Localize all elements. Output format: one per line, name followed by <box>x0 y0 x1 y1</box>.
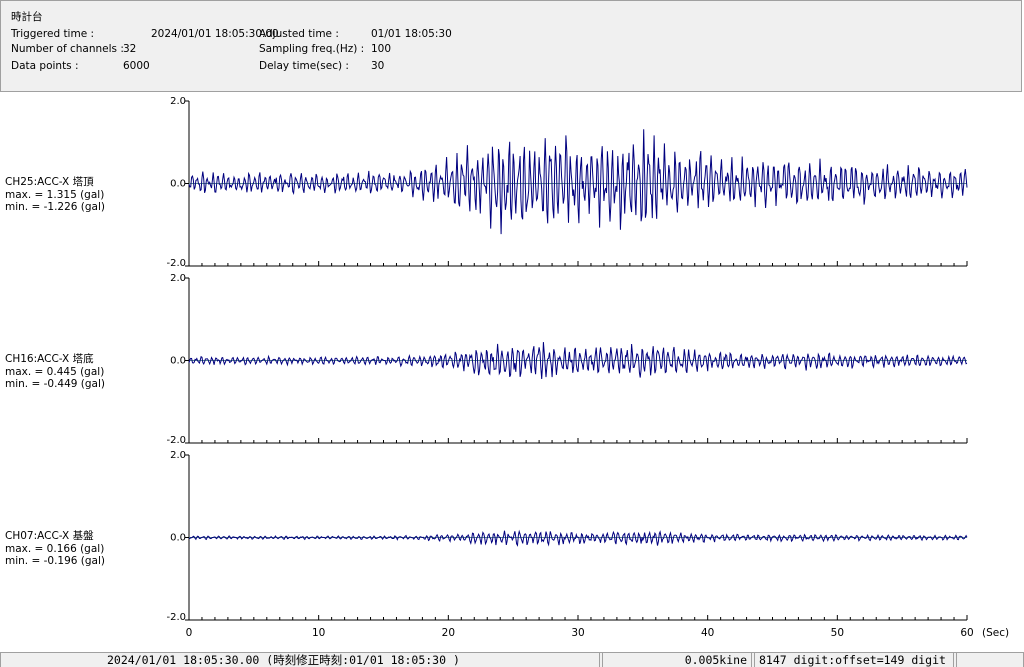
triggered-time-value: 2024/01/01 18:05:30.00 <box>151 28 279 40</box>
panel-1-y-tick-label: 2.0 <box>170 96 186 107</box>
status-bar: 2024/01/01 18:05:30.00 (時刻修正時刻:01/01 18:… <box>0 652 1024 667</box>
x-tick-label: 0 <box>186 627 193 639</box>
panel-3-labels: CH07:ACC-X 基盤 max. = 0.166 (gal) min. = … <box>5 530 105 568</box>
sampling-freq-value: 100 <box>371 43 392 55</box>
panel-3-min: min. = -0.196 (gal) <box>5 555 106 567</box>
panel-3-y-tick-label: 0.0 <box>170 533 186 544</box>
panel-1-y-tick-label: 0.0 <box>170 179 186 190</box>
status-time: 2024/01/01 18:05:30.00 (時刻修正時刻:01/01 18:… <box>0 653 600 667</box>
panel-2-min: min. = -0.449 (gal) <box>5 378 106 390</box>
panel-1-max: max. = 1.315 (gal) <box>5 188 105 201</box>
adjusted-time-value: 01/01 18:05:30 <box>371 28 452 40</box>
adjusted-time-label: Adjusted time : <box>259 28 339 40</box>
status-extra <box>956 653 1024 667</box>
panel-2-channel-name: CH16:ACC-X 塔底 <box>5 353 94 365</box>
panel-1-labels: CH25:ACC-X 塔頂 max. = 1.315 (gal) min. = … <box>5 176 105 214</box>
triggered-time-label: Triggered time : <box>11 28 95 40</box>
panel-1-waveform-line <box>188 129 968 235</box>
x-tick-label: 40 <box>701 627 714 639</box>
panel-1-channel-name: CH25:ACC-X 塔頂 <box>5 176 94 188</box>
station-title: 時計台 <box>11 11 43 23</box>
x-unit-label: (Sec) <box>982 627 1009 639</box>
panel-3-channel-name: CH07:ACC-X 基盤 <box>5 530 94 542</box>
data-points-label: Data points : <box>11 60 79 72</box>
panel-2-waveform-line <box>188 342 968 380</box>
panel-1-min: min. = -1.226 (gal) <box>5 201 106 213</box>
panel-2-max: max. = 0.445 (gal) <box>5 365 105 378</box>
panel-2-labels: CH16:ACC-X 塔底 max. = 0.445 (gal) min. = … <box>5 353 105 391</box>
delay-time-label: Delay time(sec) : <box>259 60 349 72</box>
waveform-plot-area: 2.0 0.0 -2.0 2.0 0.0 -2.0 2.0 0.0 -2.0 0 10 20 30 40 5… <box>0 94 1024 652</box>
panel-1-y-tick-label: -2.0 <box>166 258 186 269</box>
x-tick-label: 10 <box>312 627 325 639</box>
panel-2-y-tick-label: 2.0 <box>170 273 186 284</box>
panel-3-y-tick-label: -2.0 <box>166 612 186 623</box>
x-tick-label: 30 <box>571 627 584 639</box>
delay-time-value: 30 <box>371 60 385 72</box>
panel-2-y-tick-label: 0.0 <box>170 356 186 367</box>
status-resolution: 0.005kine <box>602 653 752 667</box>
panel-3-max: max. = 0.166 (gal) <box>5 542 105 555</box>
record-info-header: 時計台 Triggered time : 2024/01/01 18:05:30… <box>0 0 1022 92</box>
x-tick-label: 50 <box>831 627 844 639</box>
panel-3-waveform-line <box>188 529 968 547</box>
panel-2-y-tick-label: -2.0 <box>166 435 186 446</box>
channels-label: Number of channels : <box>11 43 124 55</box>
data-points-value: 6000 <box>123 60 150 72</box>
channels-value: 32 <box>123 43 137 55</box>
x-tick-label: 60 <box>960 627 973 639</box>
x-tick-label: 20 <box>442 627 455 639</box>
panel-3-y-tick-label: 2.0 <box>170 450 186 461</box>
status-digit: 8147 digit:offset=149 digit <box>754 653 954 667</box>
waveform-chart: 2.00.0-2.02.00.0-2.02.00.0-2.00 10 20 30 40 5… <box>166 96 1009 639</box>
sampling-freq-label: Sampling freq.(Hz) : <box>259 43 365 55</box>
